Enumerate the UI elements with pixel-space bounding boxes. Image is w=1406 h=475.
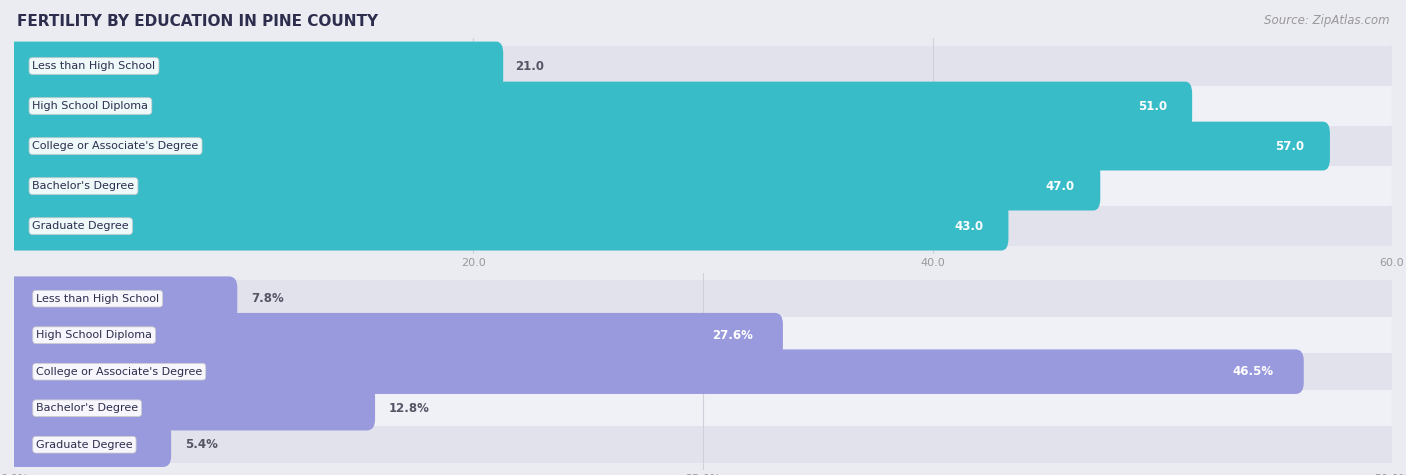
Text: Bachelor's Degree: Bachelor's Degree: [37, 403, 138, 413]
FancyBboxPatch shape: [6, 313, 783, 358]
Text: 51.0: 51.0: [1137, 100, 1167, 113]
Text: Bachelor's Degree: Bachelor's Degree: [32, 181, 135, 191]
FancyBboxPatch shape: [6, 276, 238, 321]
FancyBboxPatch shape: [7, 42, 503, 90]
Bar: [14, 166, 1392, 206]
Text: 47.0: 47.0: [1046, 180, 1076, 192]
Text: 27.6%: 27.6%: [711, 329, 752, 342]
Bar: [14, 126, 1392, 166]
Text: Source: ZipAtlas.com: Source: ZipAtlas.com: [1264, 14, 1389, 27]
Text: 21.0: 21.0: [515, 59, 544, 73]
Text: 43.0: 43.0: [955, 219, 983, 233]
FancyBboxPatch shape: [6, 350, 1303, 394]
Text: Graduate Degree: Graduate Degree: [32, 221, 129, 231]
Text: Less than High School: Less than High School: [37, 294, 159, 304]
Bar: [14, 427, 1392, 463]
Bar: [14, 46, 1392, 86]
Bar: [14, 86, 1392, 126]
Text: 7.8%: 7.8%: [252, 292, 284, 305]
Text: 12.8%: 12.8%: [389, 402, 430, 415]
FancyBboxPatch shape: [7, 162, 1101, 210]
Text: High School Diploma: High School Diploma: [37, 330, 152, 340]
Text: Less than High School: Less than High School: [32, 61, 156, 71]
Bar: [14, 280, 1392, 317]
Text: College or Associate's Degree: College or Associate's Degree: [32, 141, 198, 151]
Text: Graduate Degree: Graduate Degree: [37, 440, 132, 450]
Bar: [14, 206, 1392, 246]
Text: FERTILITY BY EDUCATION IN PINE COUNTY: FERTILITY BY EDUCATION IN PINE COUNTY: [17, 14, 378, 29]
Text: 46.5%: 46.5%: [1232, 365, 1274, 378]
Text: 57.0: 57.0: [1275, 140, 1305, 152]
FancyBboxPatch shape: [7, 122, 1330, 171]
FancyBboxPatch shape: [7, 202, 1008, 250]
FancyBboxPatch shape: [7, 82, 1192, 131]
FancyBboxPatch shape: [6, 422, 172, 467]
Text: College or Associate's Degree: College or Associate's Degree: [37, 367, 202, 377]
FancyBboxPatch shape: [6, 386, 375, 430]
Text: 5.4%: 5.4%: [186, 438, 218, 451]
Bar: [14, 353, 1392, 390]
Bar: [14, 390, 1392, 427]
Bar: [14, 317, 1392, 353]
Text: High School Diploma: High School Diploma: [32, 101, 149, 111]
